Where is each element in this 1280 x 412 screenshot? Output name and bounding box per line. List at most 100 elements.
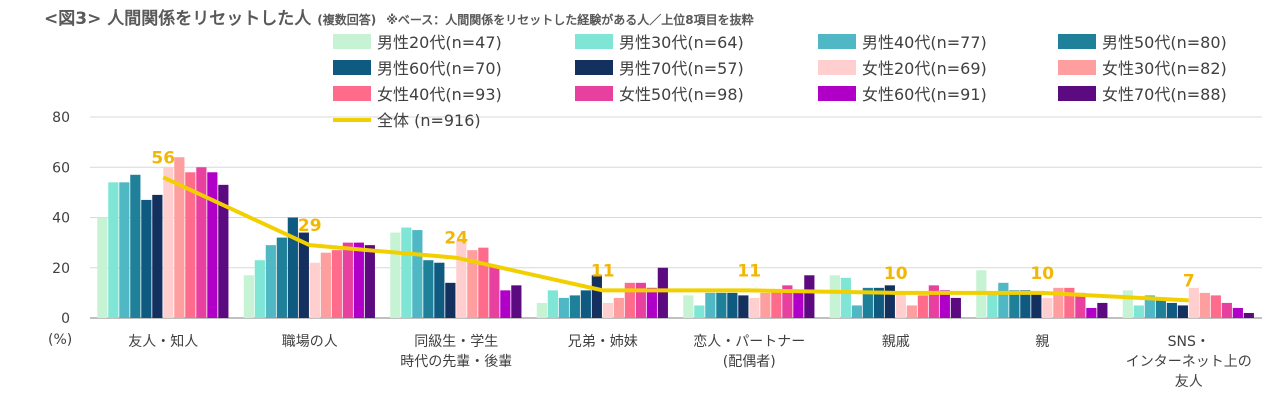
bar [987, 292, 998, 318]
bar [1009, 290, 1020, 318]
bar [1086, 307, 1097, 318]
bar [1199, 292, 1210, 318]
bar [467, 250, 478, 318]
bar [478, 247, 489, 318]
legend-swatch [575, 34, 613, 49]
bar [130, 174, 141, 318]
bar [716, 292, 727, 318]
bar [1064, 287, 1075, 318]
legend-label: 男性30代(n=64) [619, 33, 744, 52]
total-data-label: 7 [1183, 271, 1195, 291]
legend-swatch [818, 34, 856, 49]
bar [97, 217, 108, 318]
bar [558, 297, 569, 318]
legend-label: 女性20代(n=69) [862, 59, 987, 78]
bar [950, 297, 961, 318]
y-tick-label: 40 [52, 211, 70, 227]
legend-label: 男性60代(n=70) [377, 59, 502, 78]
bar [254, 260, 265, 318]
legend-label: 女性40代(n=93) [377, 85, 502, 104]
category-label: 友人 [1175, 374, 1203, 390]
bar [657, 267, 668, 318]
bar [1053, 287, 1064, 318]
bar [873, 287, 884, 318]
bar [276, 237, 287, 318]
bar [309, 262, 320, 318]
bar [1221, 302, 1232, 318]
title-text: <図3> 人間関係をリセットした人 [44, 9, 312, 29]
category-label: SNS・ [1168, 334, 1210, 350]
bar [906, 305, 917, 318]
category-label: 親 [1035, 334, 1049, 350]
legend-label: 女性30代(n=82) [1102, 59, 1227, 78]
bar [1031, 292, 1042, 318]
bar [108, 182, 119, 318]
category-label: 同級生・学生 [414, 334, 498, 350]
category-label: 恋人・パートナー [693, 333, 805, 350]
bar [445, 282, 456, 318]
bar [547, 290, 558, 318]
legend-label: 女性50代(n=98) [619, 85, 744, 104]
bar [141, 199, 152, 318]
total-line-group: 56 29 24 11 11 10 10 7 [151, 148, 1195, 303]
bar [635, 282, 646, 318]
bar [998, 282, 1009, 318]
bar [760, 292, 771, 318]
legend-label: 女性60代(n=91) [862, 85, 987, 104]
bar [1042, 297, 1053, 318]
bar [771, 290, 782, 318]
legend-swatch [575, 86, 613, 101]
bar [218, 184, 229, 318]
total-data-label: 10 [1030, 264, 1054, 284]
bar [1122, 290, 1133, 318]
category-label: (配偶者) [723, 354, 776, 370]
bar [401, 227, 412, 318]
chart-title: <図3> 人間関係をリセットした人 (複数回答) ※ベース：人間関係をリセットした経… [44, 4, 754, 29]
bar [782, 285, 793, 318]
bar [287, 217, 298, 318]
subtitle-text: (複数回答) [317, 13, 377, 27]
bar [423, 260, 434, 318]
category-label: 兄弟・姉妹 [568, 334, 638, 350]
base-note: ※ベース：人間関係をリセットした経験がある人／上位8項目を抜粋 [386, 13, 754, 27]
legend-swatch [333, 86, 371, 101]
bar [793, 292, 804, 318]
bar [851, 305, 862, 318]
y-tick-label: 0 [61, 311, 70, 327]
bar [1020, 290, 1031, 318]
bar [928, 285, 939, 318]
legend-swatch [333, 34, 371, 49]
bar [1232, 307, 1243, 318]
total-data-label: 11 [737, 261, 761, 281]
bar [1133, 305, 1144, 318]
bar [163, 167, 174, 318]
category-label: 友人・知人 [128, 333, 198, 350]
bar [196, 167, 207, 318]
bar [265, 245, 276, 318]
bar [320, 252, 331, 318]
bar [804, 275, 815, 318]
bar [1075, 292, 1086, 318]
bar [1144, 295, 1155, 318]
bar [829, 275, 840, 318]
total-line [162, 175, 1189, 303]
category-label: 時代の先輩・後輩 [400, 354, 512, 370]
bar [174, 157, 185, 318]
bar [298, 232, 309, 318]
bar [939, 290, 950, 318]
category-label: 親戚 [882, 334, 910, 350]
bar [749, 297, 760, 318]
bar [613, 297, 624, 318]
bar [185, 172, 196, 318]
bar [569, 295, 580, 318]
legend-swatch [1058, 34, 1096, 49]
total-data-label: 11 [591, 261, 615, 281]
bar [353, 242, 364, 318]
total-data-label: 29 [298, 216, 322, 236]
y-tick-label: 80 [52, 110, 70, 126]
bar [862, 287, 873, 318]
legend-swatch [818, 60, 856, 75]
category-label: 職場の人 [282, 334, 338, 350]
bar [1166, 302, 1177, 318]
